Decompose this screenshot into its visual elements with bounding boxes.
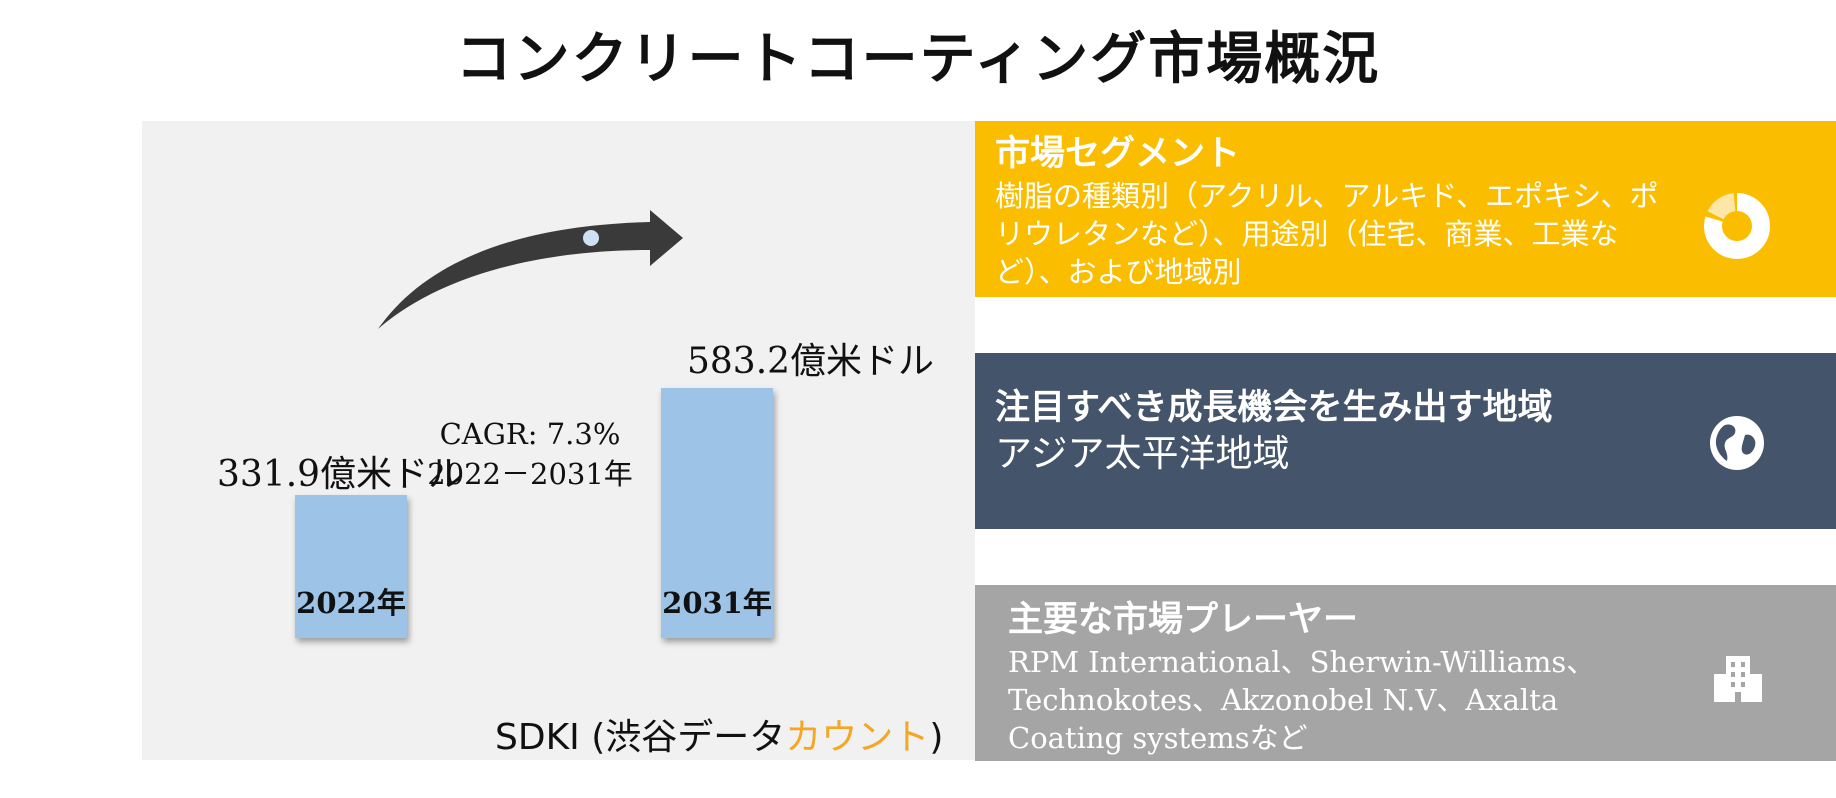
source-suffix: ) [929, 717, 944, 758]
source-accent: カウント [785, 717, 930, 758]
building-icon [1714, 656, 1762, 702]
source-prefix: SDKI (渋谷データ [495, 717, 786, 758]
market-segment-body: 樹脂の種類別（アクリル、アルキド、エポキシ、ポリウレタンなど）、用途別（住宅、商… [995, 179, 1659, 289]
bar-2031年 [661, 387, 773, 638]
arrow-dot [583, 230, 599, 246]
donut-chart-icon [1704, 193, 1770, 259]
cagr-value: CAGR: 7.3% [439, 417, 621, 451]
market-segment-panel: 市場セグメント 樹脂の種類別（アクリル、アルキド、エポキシ、ポリウレタンなど）、… [975, 121, 1836, 297]
bar-2022年 [295, 495, 407, 638]
growth-arrow-shape [378, 210, 683, 329]
key-players-panel: 主要な市場プレーヤー RPM International、Sherwin-Wil… [975, 585, 1836, 761]
bar-category-label: 2022年 [296, 586, 406, 620]
globe-icon [1710, 416, 1764, 470]
bar-value-label: 583.2億米ドル [687, 340, 935, 382]
key-players-body: RPM International、Sherwin-Williams、Techn… [1008, 645, 1596, 755]
source-credit: SDKI (渋谷データカウント) [495, 708, 943, 760]
bar-category-label: 2031年 [662, 586, 772, 620]
chart-panel [142, 121, 975, 760]
growth-region-panel: 注目すべき成長機会を生み出す地域 アジア太平洋地域 [975, 353, 1836, 529]
key-players-title: 主要な市場プレーヤー [1008, 599, 1359, 640]
bar-value-label: 331.9億米ドル [217, 454, 465, 496]
growth-region-title: 注目すべき成長機会を生み出す地域 [995, 387, 1553, 428]
market-segment-title: 市場セグメント [995, 133, 1241, 174]
cagr-annotation: CAGR: 7.3% 2022－2031年 [420, 414, 640, 494]
cagr-period: 2022－2031年 [427, 457, 633, 491]
growth-region-body: アジア太平洋地域 [995, 432, 1290, 475]
page-title: コンクリートコーティング市場概況 [455, 26, 1381, 92]
